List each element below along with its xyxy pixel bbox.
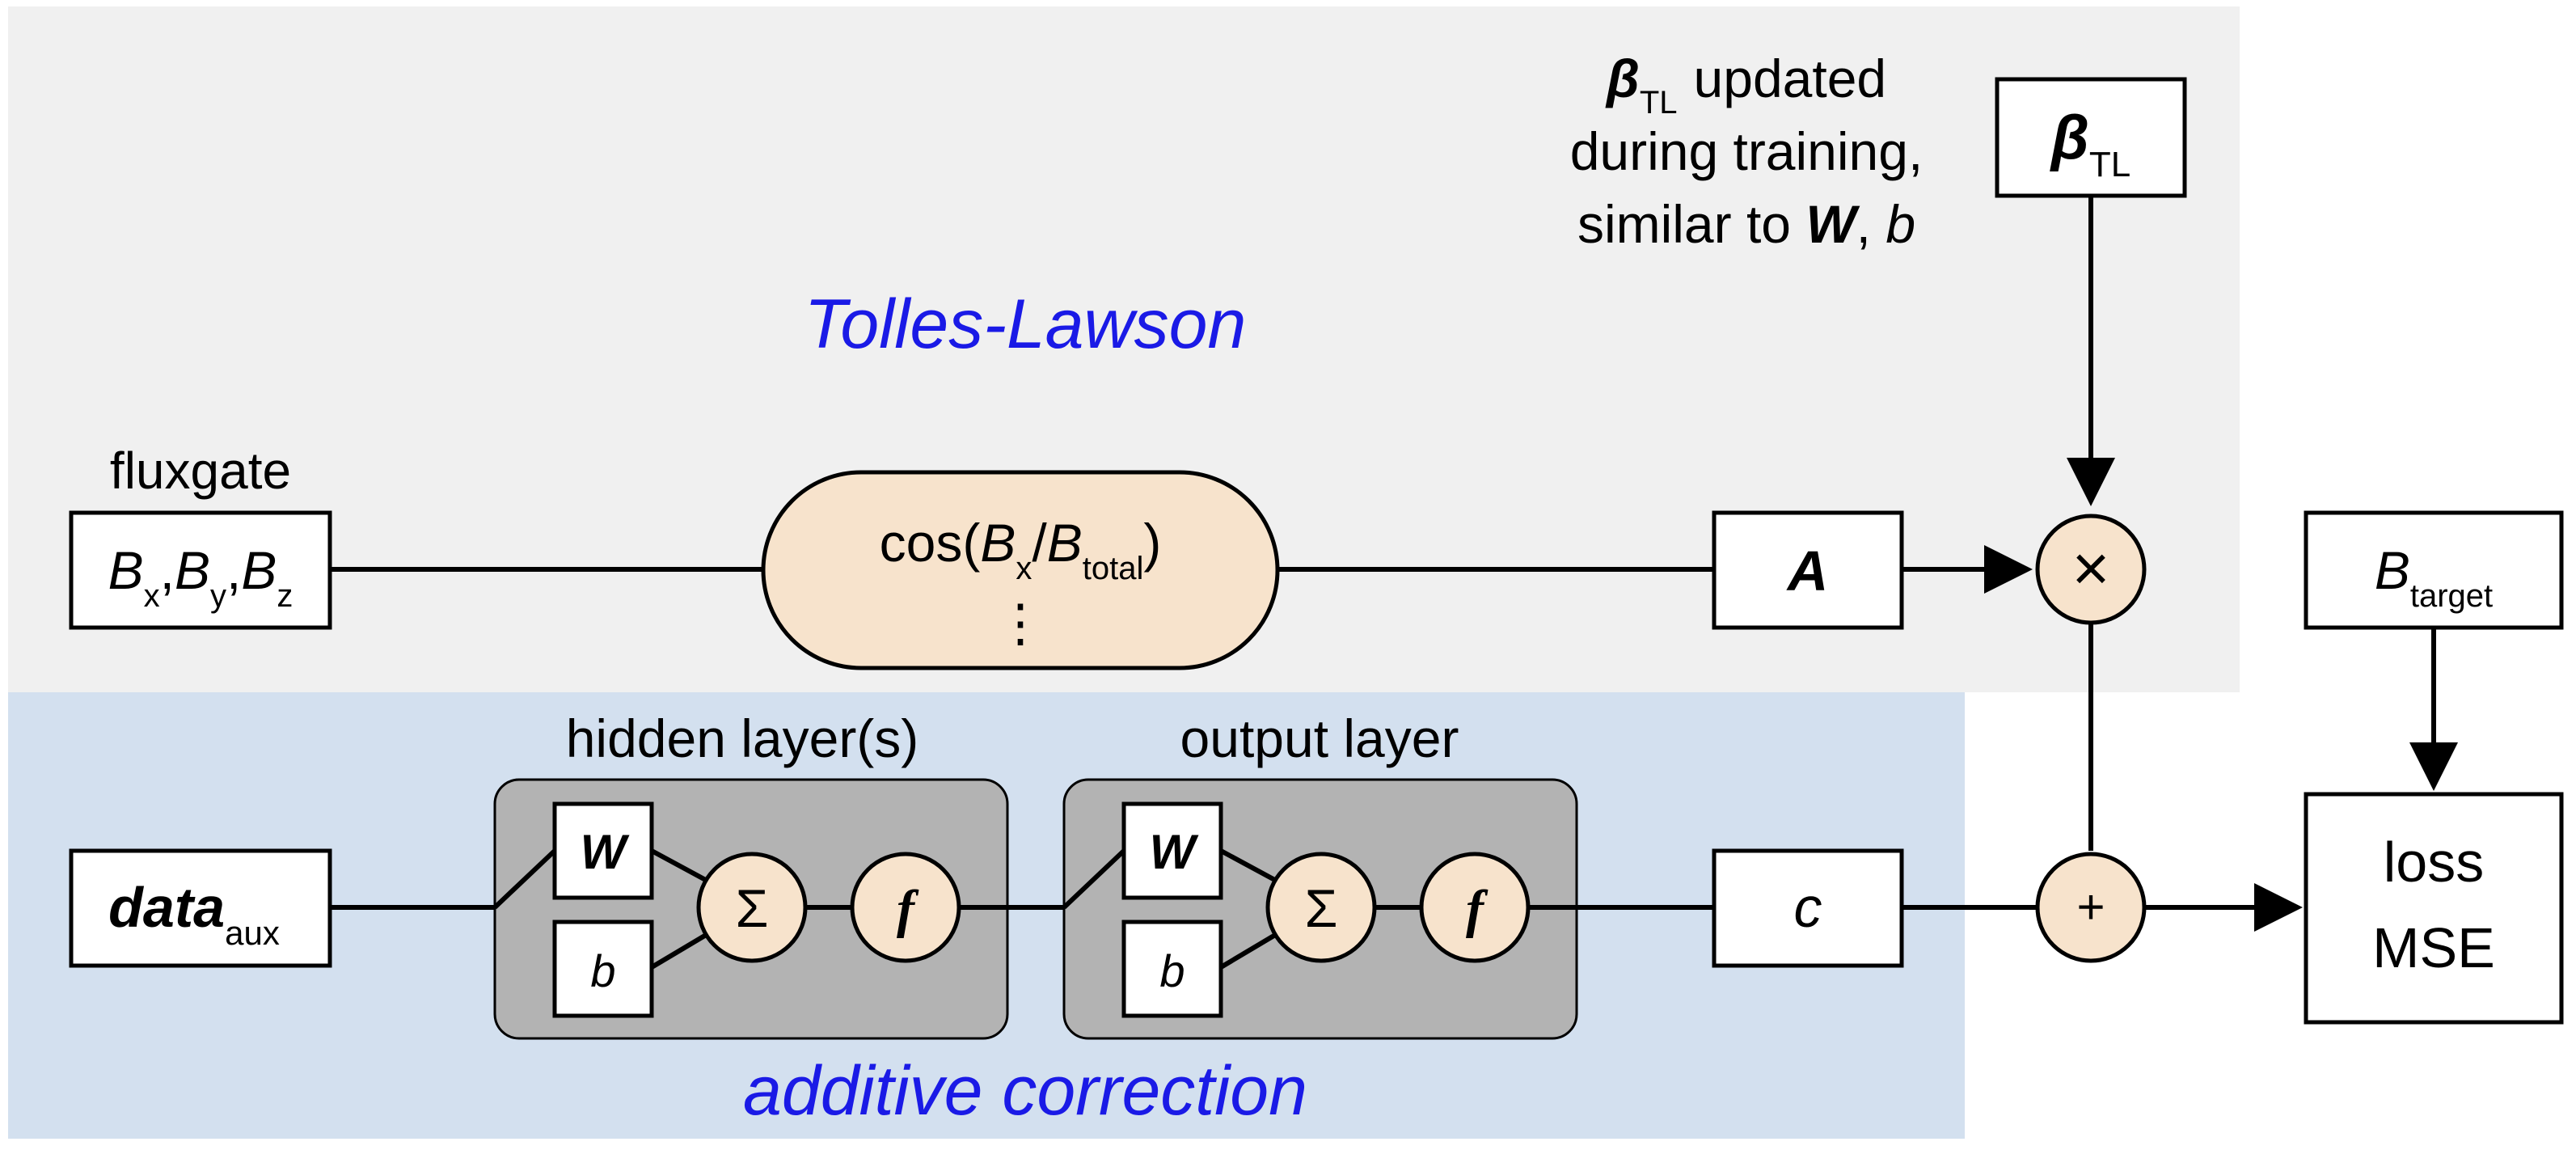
loss-box bbox=[2304, 792, 2564, 1025]
loss-line2: MSE bbox=[2372, 916, 2495, 979]
output-wire-b-sum bbox=[1219, 929, 1282, 970]
loss-line1: loss bbox=[2384, 831, 2484, 894]
hidden-W-label: W bbox=[581, 825, 630, 879]
output-W-label: W bbox=[1150, 825, 1199, 879]
hidden-W-box bbox=[552, 801, 654, 900]
data-aux-label: dataaux bbox=[108, 876, 280, 952]
output-f-node bbox=[1419, 852, 1531, 963]
hidden-sum-symbol: Σ bbox=[736, 878, 769, 938]
hidden-layer-title: hidden layer(s) bbox=[566, 708, 919, 768]
target-box bbox=[2304, 510, 2564, 630]
additive-correction-title: additive correction bbox=[743, 1052, 1307, 1130]
hidden-wire-W-sum bbox=[650, 848, 713, 886]
target-label: Btarget bbox=[2375, 540, 2493, 614]
output-b-label: b bbox=[1159, 945, 1185, 996]
beta-note-line2: during training, bbox=[1570, 121, 1924, 181]
c-label: c bbox=[1794, 876, 1822, 939]
output-b-box bbox=[1121, 920, 1223, 1018]
feature-formula: cos(Bx/Btotal) bbox=[880, 513, 1162, 586]
multiply-node bbox=[2035, 514, 2147, 625]
hidden-sum-node bbox=[696, 852, 808, 963]
fluxgate-label: fluxgate bbox=[110, 442, 291, 500]
hidden-f-node bbox=[850, 852, 961, 963]
tolles-lawson-title: Tolles-Lawson bbox=[804, 285, 1247, 363]
output-wire-W-sum bbox=[1219, 848, 1282, 886]
beta-box bbox=[1995, 77, 2187, 198]
output-W-box bbox=[1121, 801, 1223, 900]
plus-symbol: + bbox=[2076, 880, 2105, 934]
beta-note-line1: βTL updated bbox=[1605, 49, 1886, 120]
hidden-b-box bbox=[552, 920, 654, 1018]
hidden-wire-in bbox=[492, 848, 557, 910]
output-layer-title: output layer bbox=[1180, 708, 1459, 768]
beta-note-line3: similar to W, b bbox=[1577, 194, 1915, 254]
hidden-b-label: b bbox=[590, 945, 615, 996]
output-sum-symbol: Σ bbox=[1305, 878, 1338, 938]
multiply-symbol: × bbox=[2072, 532, 2110, 604]
A-box bbox=[1712, 510, 1904, 630]
fluxgate-box bbox=[69, 510, 332, 630]
output-wire-in bbox=[1062, 848, 1126, 910]
feature-node bbox=[761, 470, 1280, 670]
A-label: A bbox=[1786, 539, 1829, 602]
fluxgate-components: Bx,By,Bz bbox=[108, 540, 293, 614]
output-sum-node bbox=[1265, 852, 1377, 963]
hidden-wire-b-sum bbox=[650, 929, 713, 970]
data-aux-box bbox=[69, 848, 332, 968]
plus-node bbox=[2035, 852, 2147, 963]
c-box bbox=[1712, 848, 1904, 968]
feature-ellipsis: ⋮ bbox=[995, 594, 1046, 652]
beta-label: βTL bbox=[2050, 104, 2131, 184]
